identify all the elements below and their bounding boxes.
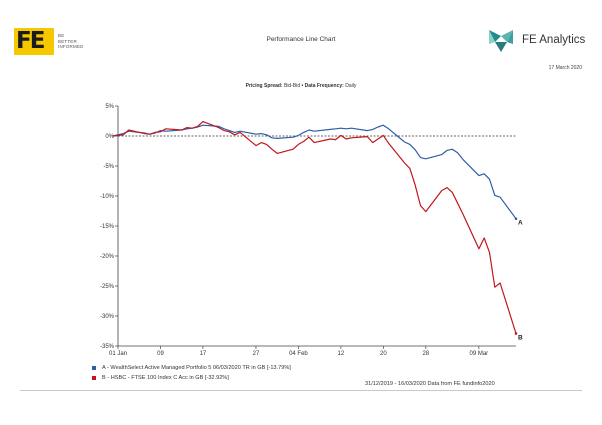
y-tick-label: 0%	[105, 134, 114, 140]
series-end-label-b: B	[518, 335, 523, 342]
series-end-point-b	[514, 332, 518, 335]
y-tick-label: -10%	[100, 194, 115, 200]
tagline: BE BETTER INFORMED	[58, 33, 84, 50]
y-tick-label: -20%	[100, 254, 115, 260]
data-frequency-value: Daily	[345, 83, 357, 89]
pricing-spread-value: Bid-Bid	[283, 83, 301, 89]
brand-name: FE Analytics	[522, 34, 586, 46]
y-tick-label: -25%	[100, 284, 115, 290]
legend-label-a: A - WealthSelect Active Managed Portfoli…	[102, 365, 291, 371]
y-tick-label: -35%	[100, 344, 115, 350]
x-tick-label: 27	[253, 351, 260, 357]
series-end-label-a: A	[518, 220, 523, 227]
chart-legend: A - WealthSelect Active Managed Portfoli…	[92, 363, 291, 383]
report-title: Performance Line Chart	[266, 36, 336, 43]
y-tick-label: -5%	[103, 164, 114, 170]
series-end-point-a	[514, 217, 518, 221]
series-line-a	[112, 124, 517, 220]
x-tick-label: 04 Feb	[289, 351, 308, 357]
fe-analytics-logo-icon	[489, 30, 513, 52]
data-frequency-label: Data Frequency:	[304, 83, 344, 89]
footer-divider	[20, 390, 582, 391]
series-line-b	[112, 120, 517, 334]
legend-swatch-a	[92, 366, 96, 370]
x-tick-label: 09	[157, 351, 164, 357]
tagline-line-3: INFORMED	[58, 44, 84, 49]
x-tick-label: 12	[338, 351, 345, 357]
y-tick-label: -15%	[100, 224, 115, 230]
fe-logo: FE	[14, 28, 54, 55]
legend-item-a: A - WealthSelect Active Managed Portfoli…	[92, 363, 291, 373]
x-tick-label: 28	[422, 351, 429, 357]
fe-logo-text: FE	[16, 28, 45, 54]
report-date: 17 March 2020	[548, 65, 582, 71]
legend-item-b: B - HSBC - FTSE 100 Index C Acc in GB [-…	[92, 373, 291, 383]
legend-label-b: B - HSBC - FTSE 100 Index C Acc in GB [-…	[102, 375, 229, 381]
pricing-spread-label: Pricing Spread:	[245, 83, 283, 89]
tagline-line-2: BETTER	[58, 38, 77, 44]
tagline-line-1: BE	[58, 33, 65, 38]
data-range-footer: 31/12/2019 - 16/03/2020 Data from FE fun…	[365, 381, 495, 387]
x-tick-label: 20	[380, 351, 387, 357]
legend-swatch-b	[92, 376, 96, 380]
x-tick-label: 09 Mar	[470, 351, 489, 357]
y-tick-label: 5%	[105, 104, 114, 110]
pricing-info: Pricing Spread: Bid-Bid • Data Frequency…	[0, 83, 602, 89]
x-tick-label: 17	[200, 351, 207, 357]
y-tick-label: -30%	[100, 314, 115, 320]
x-tick-label: 01 Jan	[109, 351, 127, 357]
pricing-separator: •	[301, 83, 304, 89]
